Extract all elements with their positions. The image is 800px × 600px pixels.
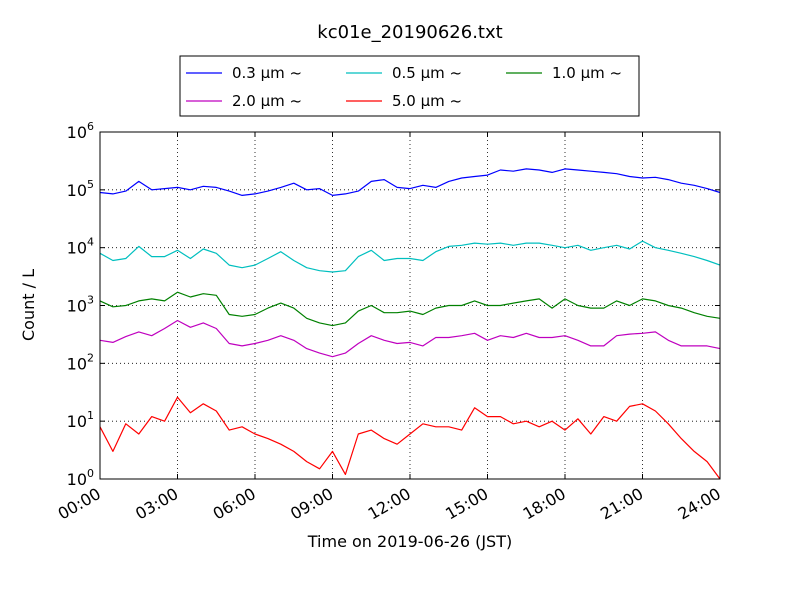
legend-label: 0.3 μm ~ (232, 64, 302, 82)
series-line-3 (99, 319, 721, 358)
plot-area: 100 101 102 103 104 105 106 00:00 03:00 06:00 09:0… (55, 120, 724, 524)
x-axis-label: Time on 2019-06-26 (JST) (307, 532, 512, 551)
x-tick-label: 24:00 (675, 484, 724, 524)
series-line-1 (99, 240, 721, 273)
y-tick-label: 105 (67, 178, 94, 200)
legend-label: 0.5 μm ~ (392, 64, 462, 82)
y-tick-label: 101 (67, 409, 94, 431)
y-tick-label: 104 (67, 236, 94, 258)
series-line-0 (99, 168, 721, 196)
x-tick-label: 21:00 (597, 484, 646, 524)
legend: 0.3 μm ~ 0.5 μm ~ 1.0 μm ~ 2.0 μm ~ 5.0 μm ~ (179, 55, 640, 117)
chart-title: kc01e_20190626.txt (317, 22, 502, 43)
x-tick-label: 15:00 (442, 484, 491, 524)
x-tick-label: 09:00 (287, 484, 336, 524)
y-tick-label: 102 (67, 351, 94, 373)
x-tick-label: 00:00 (55, 484, 104, 524)
series-line-4 (99, 396, 721, 480)
x-tick-label: 03:00 (132, 484, 181, 524)
legend-label: 2.0 μm ~ (232, 92, 302, 110)
legend-label: 1.0 μm ~ (552, 64, 622, 82)
y-axis-label: Count / L (19, 269, 38, 341)
x-tick-label: 12:00 (365, 484, 414, 524)
legend-box (179, 55, 640, 117)
x-tick-label: 06:00 (210, 484, 259, 524)
x-tick-label: 18:00 (520, 484, 569, 524)
y-tick-label: 100 (67, 467, 94, 489)
series-line-2 (99, 291, 721, 327)
y-tick-label: 103 (67, 294, 94, 316)
y-tick-label: 106 (67, 120, 94, 142)
legend-label: 5.0 μm ~ (392, 92, 462, 110)
